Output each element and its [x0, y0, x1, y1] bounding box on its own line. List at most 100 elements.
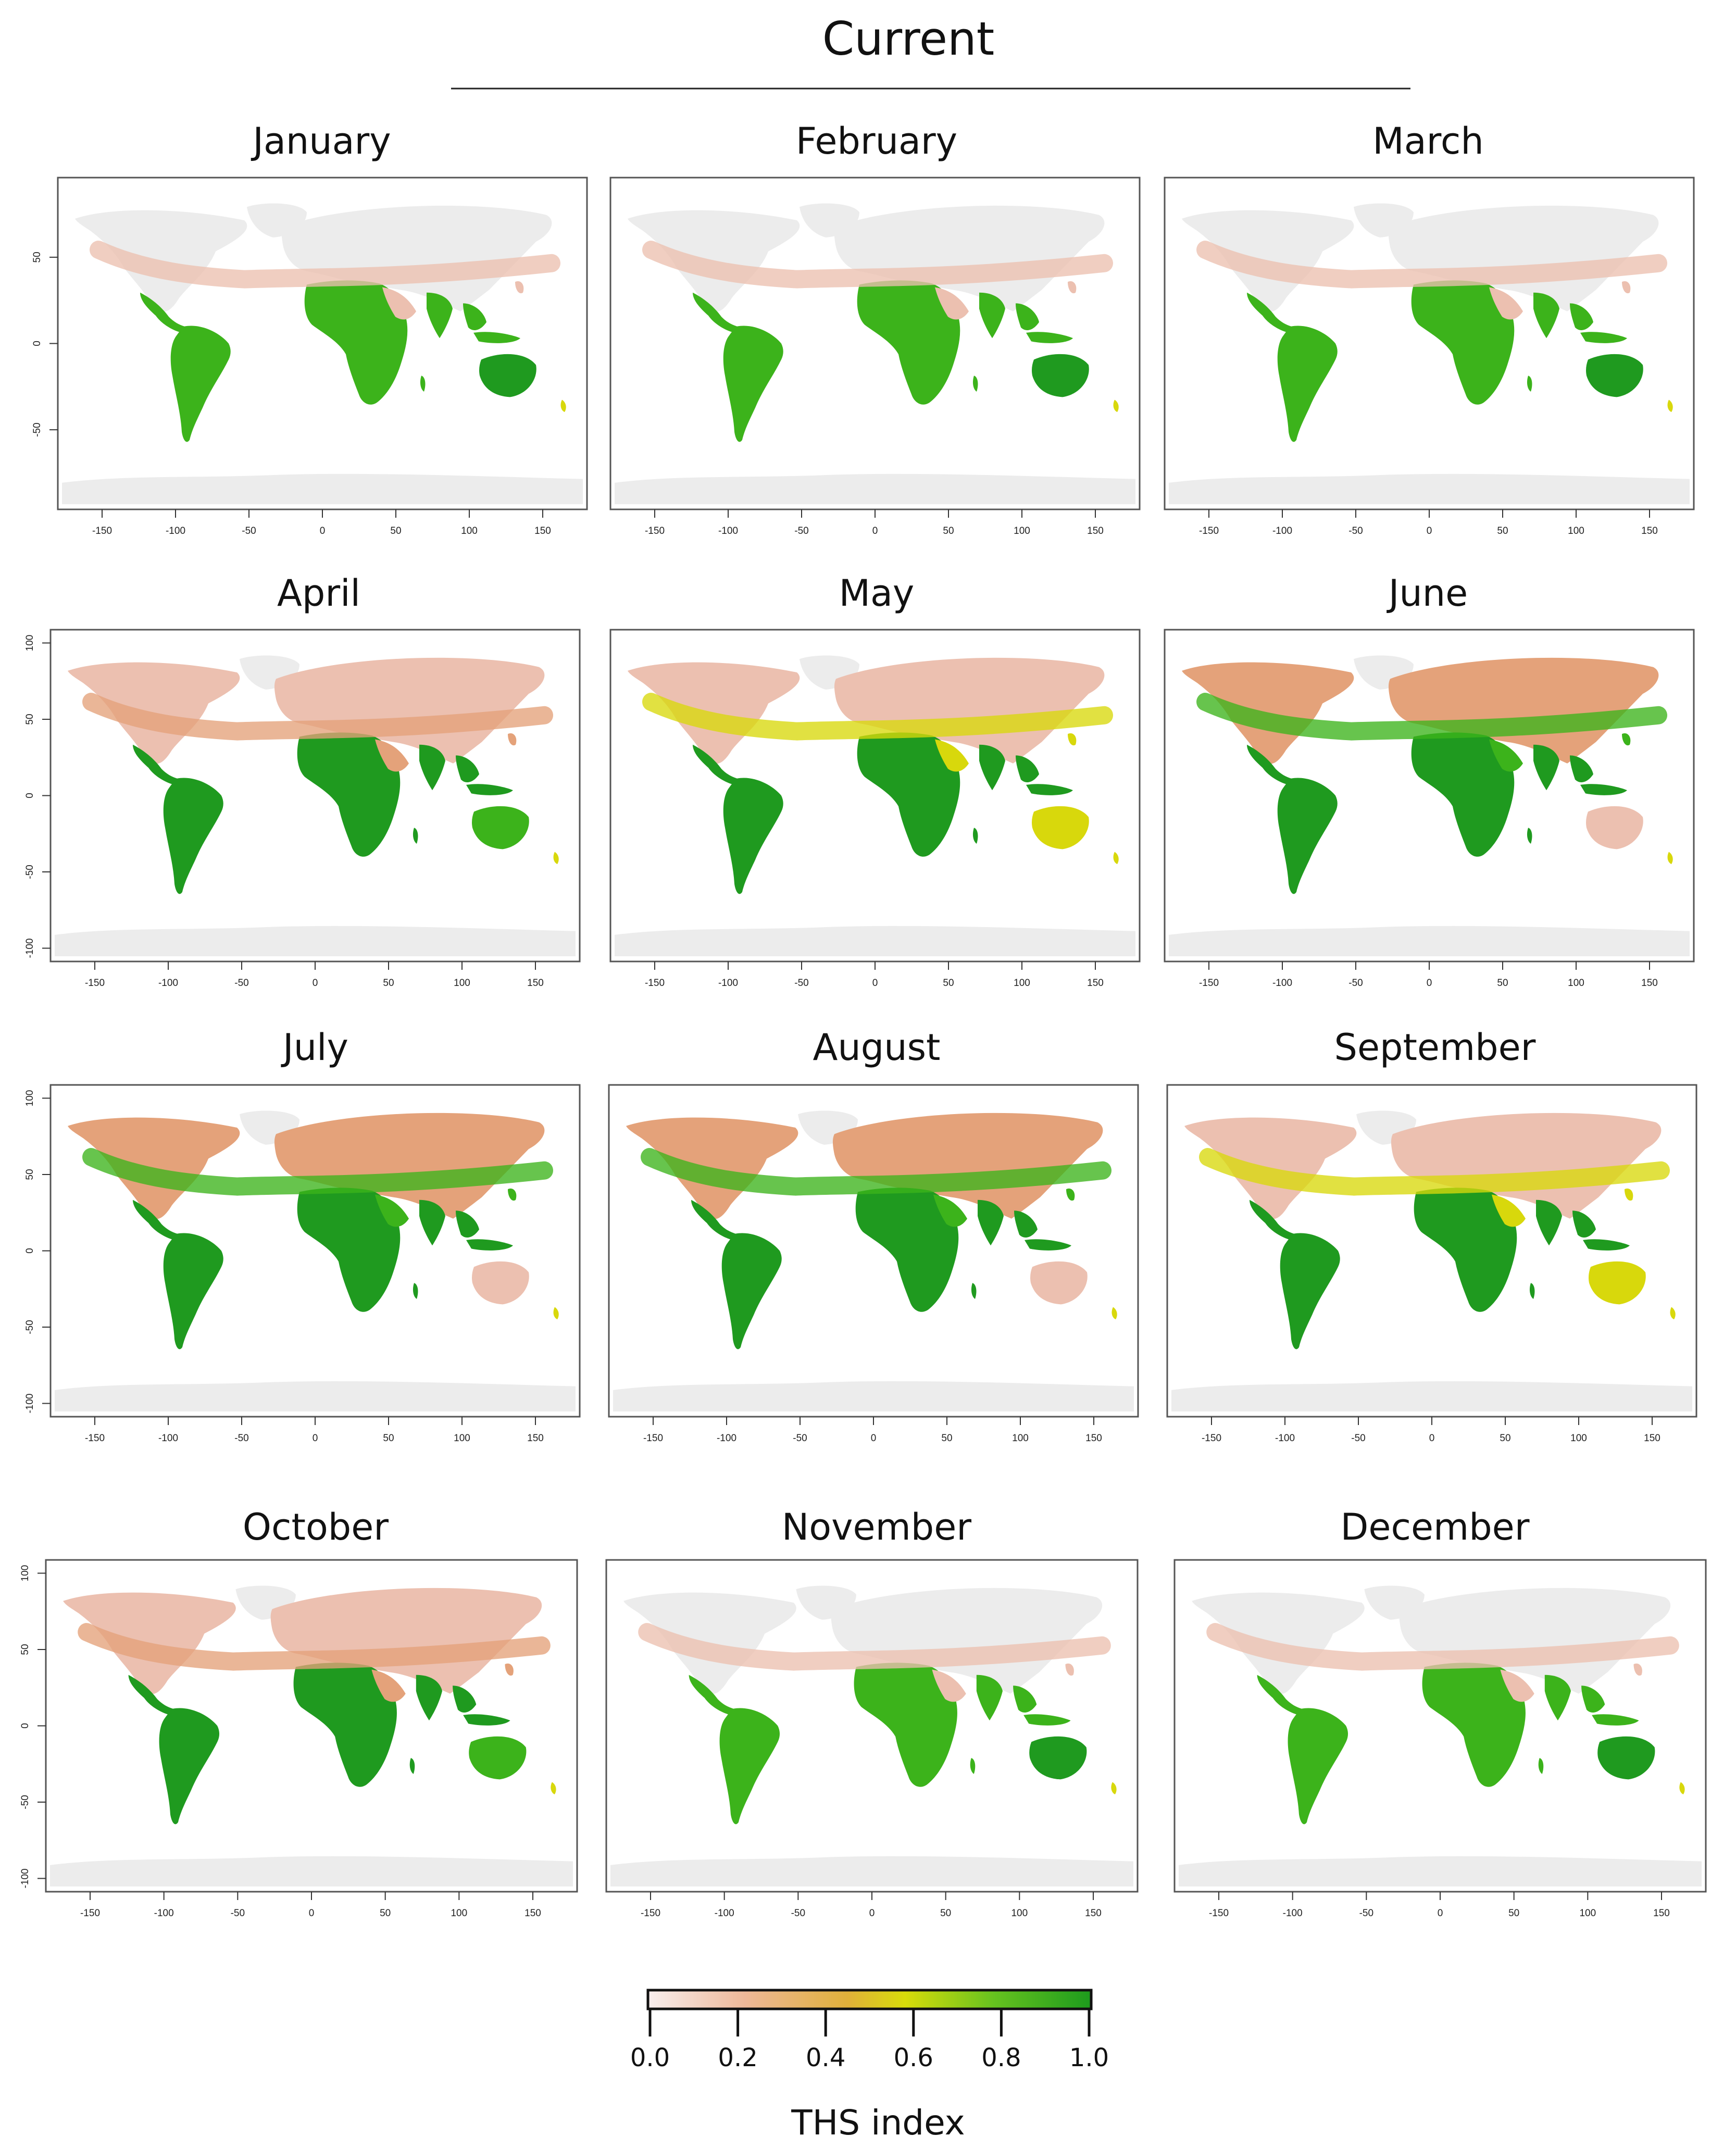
x-tick-label: 150 — [534, 526, 551, 536]
x-tick-label: -150 — [1199, 978, 1219, 989]
madagascar-region — [971, 1283, 977, 1300]
x-tick-label: 50 — [941, 1433, 952, 1444]
map-panel: January -150 -100 -50 0 50 100 150 50 0 -50 — [32, 120, 588, 536]
antarctica-region — [50, 1856, 573, 1886]
world-map — [613, 1110, 1134, 1411]
japan-region — [508, 733, 517, 746]
central-america-region — [1250, 1200, 1294, 1240]
x-tick-label: -50 — [231, 1908, 245, 1919]
arabia-region — [375, 1194, 409, 1227]
x-tick-label: -150 — [1209, 1908, 1229, 1919]
x-tick-label: -150 — [92, 526, 112, 536]
new-zealand-region — [1113, 852, 1119, 865]
x-tick-label: -100 — [715, 1908, 734, 1919]
world-map — [1171, 1110, 1692, 1411]
x-tick-label: -150 — [645, 978, 665, 989]
y-tick-label: 0 — [32, 341, 43, 346]
australia-region — [1586, 354, 1643, 397]
new-zealand-region — [1111, 1307, 1117, 1320]
world-map — [55, 1110, 576, 1411]
x-tick-label: 150 — [524, 1908, 541, 1919]
madagascar-region — [1538, 1758, 1544, 1775]
arabia-region — [933, 1194, 967, 1227]
africa-region — [304, 280, 408, 405]
eurasia-region — [834, 205, 1105, 311]
north-band-region — [642, 241, 1113, 289]
eurasia-region — [270, 1588, 542, 1694]
x-tick-label: 50 — [390, 526, 401, 536]
legend-tick-label: 0.6 — [894, 2043, 933, 2072]
uk-region — [306, 1623, 314, 1631]
australia-region — [472, 1261, 529, 1305]
central-america-region — [1257, 1675, 1302, 1715]
india-region — [979, 292, 1005, 339]
africa-region — [854, 1663, 957, 1787]
madagascar-region — [1527, 376, 1532, 392]
japan-region — [1622, 281, 1631, 294]
india-region — [1544, 1675, 1571, 1721]
north-band-region — [82, 693, 553, 741]
x-tick-label: -100 — [158, 1433, 178, 1444]
x-tick-label: 0 — [309, 1908, 315, 1919]
map-panel: November -150 -100 -50 0 50 100 150 — [605, 1506, 1139, 1919]
north-band-region — [1199, 1148, 1670, 1196]
australia-region — [1029, 1736, 1087, 1780]
x-tick-label: 150 — [1085, 1433, 1102, 1444]
map-panel: October -150 -100 -50 0 50 100 150 100 50 0 -50 -100 — [20, 1506, 578, 1919]
madagascar-region — [1527, 828, 1532, 844]
x-tick-label: 50 — [383, 1433, 394, 1444]
uk-region — [317, 241, 324, 249]
central-america-region — [140, 292, 184, 333]
southeast-asia-region — [1013, 1685, 1037, 1713]
uk-region — [1423, 241, 1431, 249]
eurasia-region — [832, 1113, 1103, 1219]
y-tick-label: 0 — [24, 1248, 35, 1254]
x-tick-label: -100 — [718, 526, 738, 536]
arabia-region — [1500, 1669, 1534, 1702]
uk-region — [1426, 1148, 1434, 1156]
x-tick-label: 100 — [1011, 1908, 1028, 1919]
x-tick-label: 100 — [1014, 978, 1030, 989]
map-panels: January -150 -100 -50 0 50 100 150 50 0 -50 Februar… — [20, 120, 1707, 1919]
north-band-region — [78, 1623, 551, 1671]
africa-region — [1411, 280, 1515, 405]
japan-region — [1633, 1663, 1642, 1676]
x-tick-label: -50 — [1351, 1433, 1365, 1444]
x-tick-label: 100 — [461, 526, 478, 536]
panel-title: January — [251, 120, 391, 163]
x-tick-label: -50 — [793, 1433, 807, 1444]
antarctica-region — [610, 1856, 1133, 1886]
x-tick-label: -100 — [166, 526, 185, 536]
japan-region — [505, 1663, 514, 1676]
x-tick-label: -150 — [1202, 1433, 1221, 1444]
legend-title: THS index — [791, 2103, 965, 2143]
india-region — [419, 1200, 445, 1246]
world-map — [615, 655, 1135, 956]
panel-title: February — [796, 120, 957, 163]
x-tick-label: -50 — [791, 1908, 805, 1919]
y-tick-label: -100 — [24, 939, 35, 958]
south-america-region — [163, 778, 223, 894]
x-tick-label: 50 — [940, 1908, 951, 1919]
x-tick-label: -100 — [718, 978, 738, 989]
australia-region — [1030, 1261, 1088, 1305]
japan-region — [1068, 733, 1077, 746]
figure-title: Current — [822, 12, 995, 66]
panel-title: September — [1334, 1026, 1536, 1069]
x-tick-label: -50 — [242, 526, 256, 536]
africa-region — [1414, 1188, 1517, 1312]
map-panel: September -150 -100 -50 0 50 100 150 — [1166, 1026, 1697, 1444]
y-tick-label: 100 — [24, 1090, 35, 1107]
south-america-region — [1280, 1233, 1340, 1350]
arabia-region — [932, 1669, 966, 1702]
madagascar-region — [413, 1283, 418, 1300]
new-zealand-region — [1113, 399, 1119, 413]
x-tick-label: 0 — [869, 1908, 875, 1919]
x-tick-label: -100 — [1272, 526, 1292, 536]
eurasia-region — [831, 1588, 1103, 1694]
uk-region — [869, 693, 877, 701]
x-tick-label: 50 — [383, 978, 394, 989]
southeast-asia-region — [456, 755, 479, 782]
x-tick-label: 50 — [943, 526, 954, 536]
south-america-region — [163, 1233, 223, 1350]
